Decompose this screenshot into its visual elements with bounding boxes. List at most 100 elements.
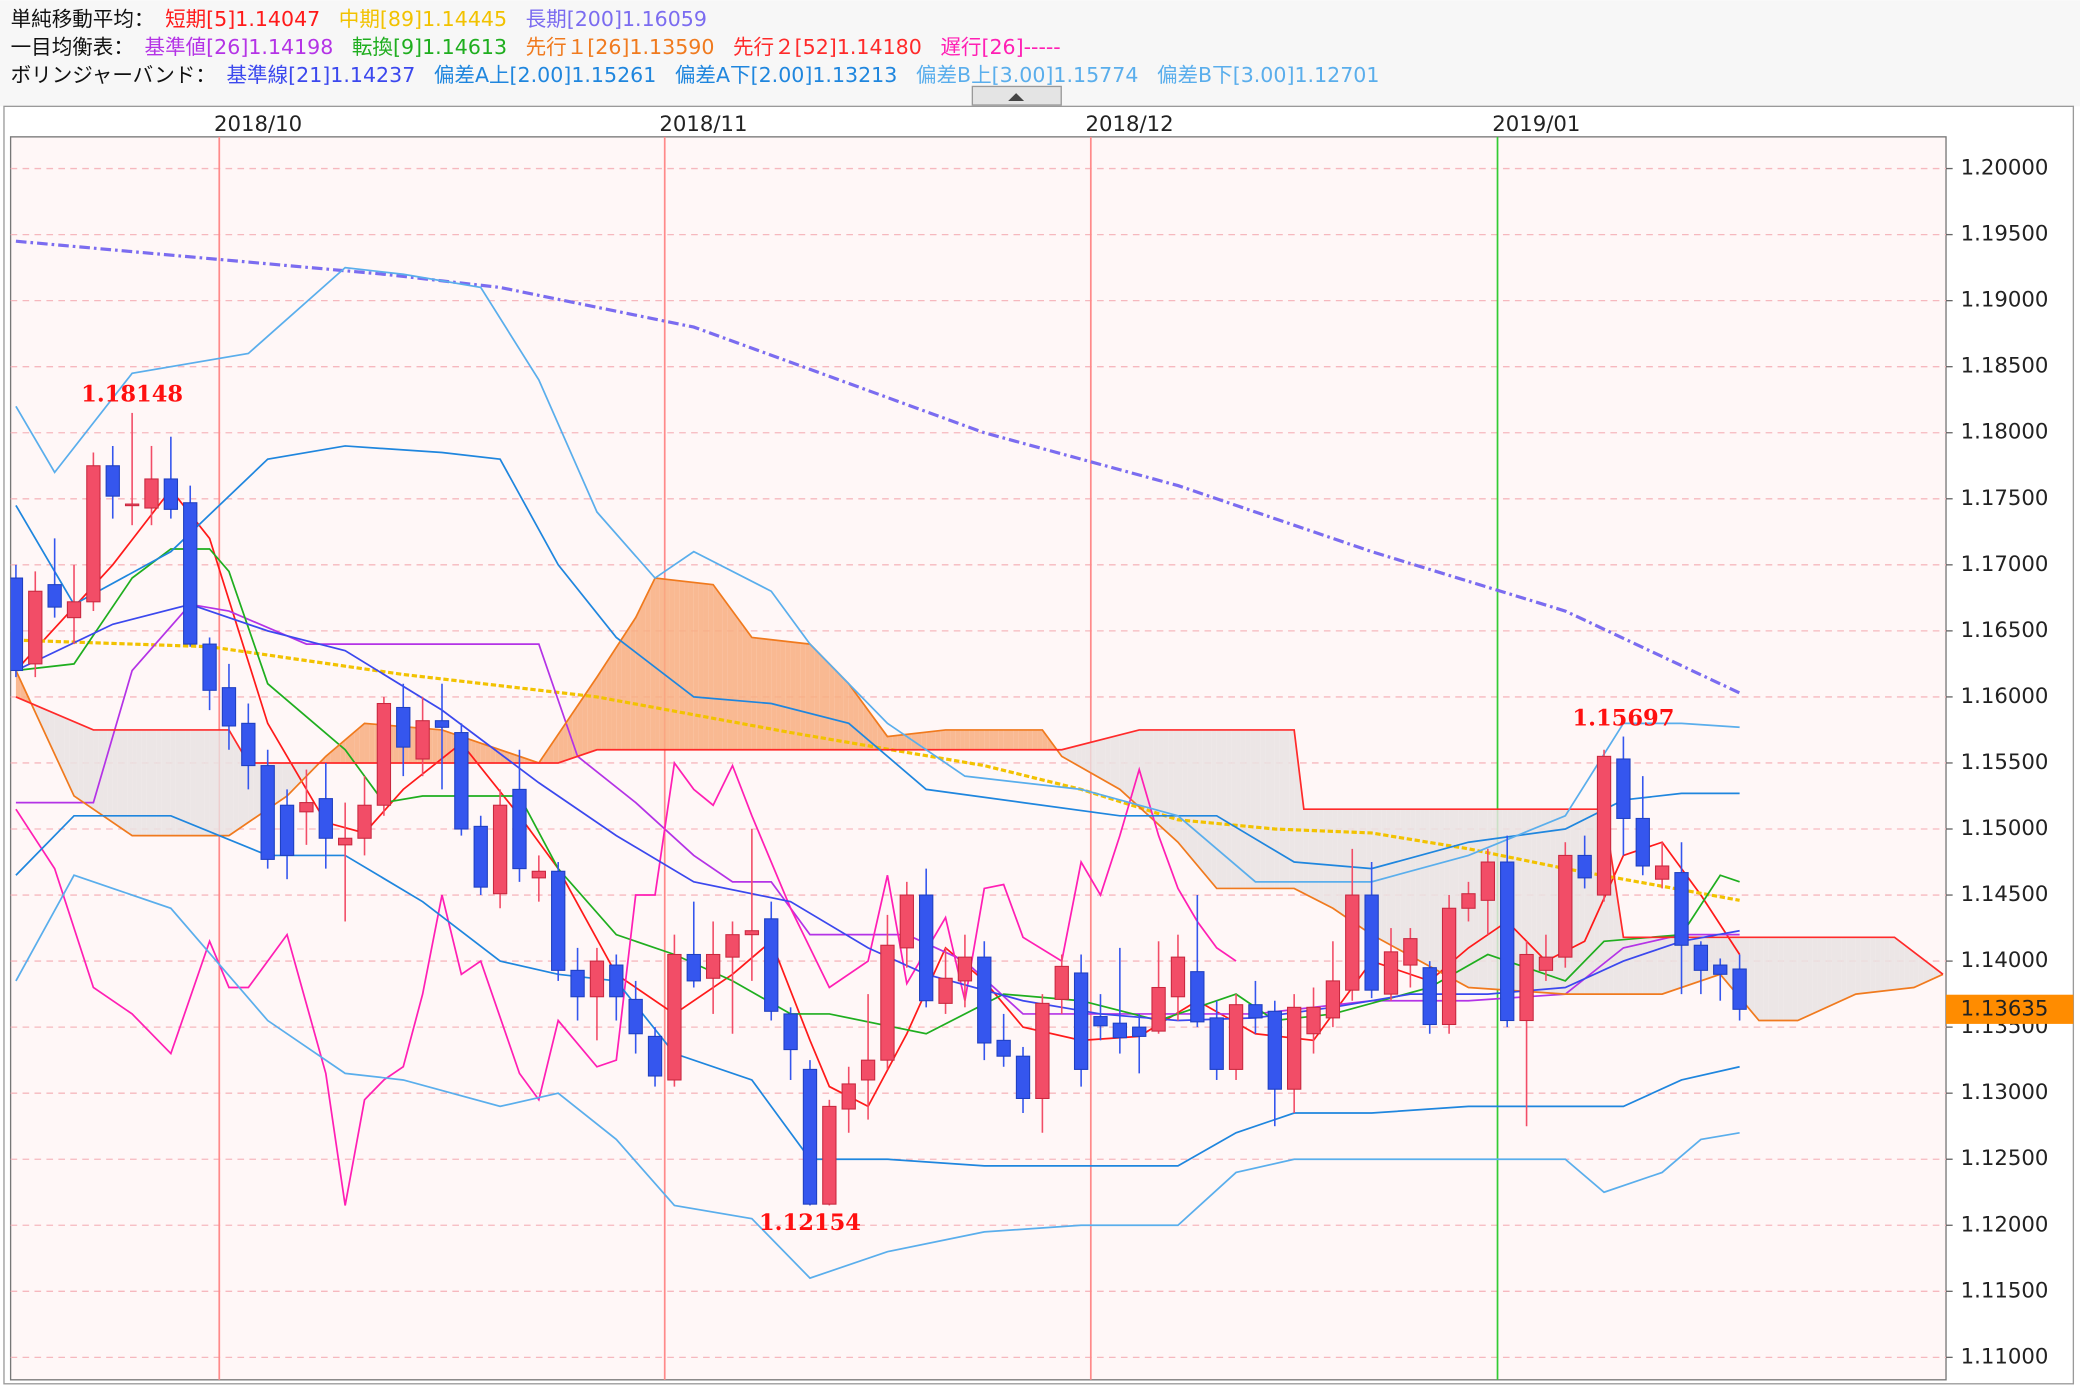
candle-body — [1035, 1002, 1050, 1099]
candle-body — [318, 798, 333, 839]
cloud-segment — [756, 638, 762, 750]
cloud-segment — [1129, 731, 1135, 803]
cloud-segment — [1192, 729, 1198, 866]
cloud-segment — [1056, 749, 1062, 757]
candle-body — [163, 478, 179, 510]
cloud-segment — [1749, 937, 1755, 1015]
candle-body — [66, 601, 82, 619]
cloud-segment — [1652, 937, 1658, 995]
candle-body — [1713, 964, 1728, 975]
cloud-segment — [1347, 809, 1353, 922]
candle-body — [473, 825, 488, 888]
candle-body — [570, 969, 585, 998]
cloud-segment — [1081, 743, 1086, 771]
cloud-segment — [1536, 809, 1542, 993]
x-tick-label: 2018/12 — [1086, 112, 1174, 137]
cloud-segment — [1211, 729, 1217, 889]
candle-body — [415, 720, 430, 760]
collapse-arrow — [1008, 93, 1025, 102]
candles — [10, 412, 1747, 1206]
candle-body — [376, 702, 392, 806]
cloud-segment — [277, 762, 283, 803]
collapse-button[interactable] — [971, 85, 1062, 106]
legend-entry: 偏差A上[2.00]1.15261 — [434, 63, 656, 87]
cloud-segment — [1391, 809, 1396, 948]
y-tick-label: 1.14500 — [1961, 882, 2049, 907]
cloud-segment — [64, 717, 70, 786]
cloud-segment — [1303, 809, 1309, 896]
last-price-label: 1.13635 — [1961, 996, 2049, 1021]
cloud-segment — [98, 729, 104, 816]
cloud-segment — [1754, 937, 1759, 1021]
cloud-segment — [253, 762, 259, 820]
cloud-segment — [592, 677, 597, 752]
candle-body — [279, 804, 295, 856]
cloud-segment — [935, 730, 941, 750]
candle-body — [144, 478, 159, 509]
cloud-segment — [824, 658, 830, 750]
candle-body — [1228, 1004, 1244, 1070]
cloud-segment — [509, 753, 515, 763]
candle-body — [1286, 1006, 1302, 1090]
cloud-segment — [1918, 955, 1924, 986]
cloud-segment — [688, 581, 694, 750]
cloud-segment — [1725, 937, 1730, 986]
cloud-segment — [1158, 729, 1164, 830]
cloud-segment — [737, 617, 743, 750]
indicator-line — [15, 239, 1741, 695]
cloud-segment — [1826, 937, 1832, 1008]
candle-body — [919, 894, 934, 1002]
cloud-segment — [713, 584, 718, 750]
candle-body — [1577, 854, 1592, 879]
cloud-segment — [1792, 937, 1798, 1021]
cloud-segment — [645, 587, 651, 750]
candle-body — [202, 643, 217, 691]
cloud-segment — [931, 731, 936, 750]
price-annotation: 1.12154 — [759, 1210, 861, 1236]
candle-body — [764, 918, 779, 1012]
plot-area — [9, 136, 1947, 1381]
cloud-segment — [1647, 937, 1653, 995]
cloud-segment — [1928, 963, 1934, 981]
cloud-segment — [195, 729, 200, 836]
cloud-segment — [1274, 729, 1280, 889]
candle-body — [744, 930, 760, 936]
candle-body — [1209, 1017, 1224, 1070]
cloud-segment — [485, 744, 491, 763]
indicator-line — [15, 760, 1237, 1206]
legend-entry: 基準値[26]1.14198 — [145, 35, 334, 59]
cloud-segment — [969, 729, 975, 750]
candle-body — [454, 732, 469, 830]
cloud-segment — [107, 729, 113, 823]
cloud-segment — [587, 684, 593, 754]
candle-body — [725, 934, 740, 958]
cloud-segment — [1153, 729, 1159, 825]
cloud-segment — [1018, 729, 1024, 750]
candle-body — [667, 953, 682, 1081]
cloud-segment — [659, 578, 665, 750]
cloud-segment — [877, 723, 883, 750]
cloud-segment — [921, 732, 927, 750]
indicator-line — [15, 874, 1740, 1280]
cloud-segment — [180, 729, 186, 836]
cloud-segment — [1628, 937, 1634, 995]
cloud-segment — [325, 752, 331, 763]
cloud-segment — [780, 640, 786, 750]
candle-body — [1635, 817, 1650, 867]
cloud-segment — [989, 729, 994, 750]
cloud-segment — [228, 729, 234, 836]
cloud-segment — [20, 680, 26, 702]
cloud-segment — [790, 641, 796, 750]
cloud-segment — [204, 729, 210, 836]
cloud-segment — [1478, 809, 1483, 989]
cloud-segment — [984, 729, 990, 750]
cloud-segment — [1328, 809, 1333, 909]
candle-body — [1732, 968, 1747, 1010]
cloud-segment — [185, 729, 191, 836]
cloud-segment — [727, 604, 733, 750]
cloud-segment — [1666, 937, 1672, 993]
cloud-segment — [582, 691, 588, 755]
cloud-segment — [1773, 937, 1779, 1021]
candle-body — [1461, 893, 1476, 909]
